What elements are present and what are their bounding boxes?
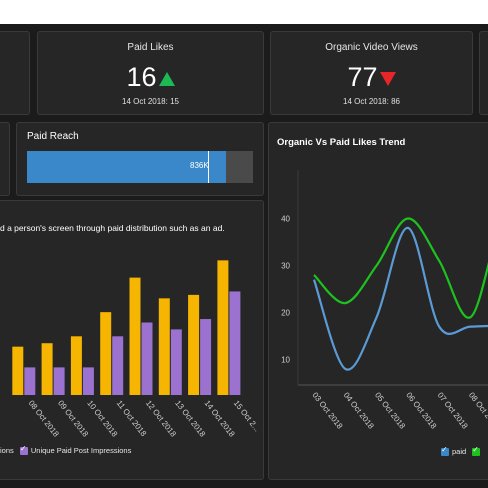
- kpi-subtitle: 14 Oct 2018: 86: [343, 97, 400, 106]
- trend-legend: paid: [441, 445, 483, 457]
- partial-panel-left: [0, 122, 10, 196]
- bar: [229, 291, 241, 395]
- x-tick-label: 12 Oct 2018: [144, 399, 178, 439]
- paid-reach-card: Paid Reach 836K: [16, 122, 264, 196]
- browser-top-strip: [0, 0, 488, 24]
- x-tick-label: 09 Oct 2018: [56, 399, 90, 439]
- x-tick-label: 10 Oct 2018: [85, 399, 119, 439]
- bar: [129, 277, 141, 395]
- bar: [53, 367, 65, 395]
- bar: [170, 329, 182, 395]
- x-tick-label: 03 Oct 2018: [310, 391, 344, 430]
- paid-reach-bar-fill: [27, 151, 226, 183]
- legend-item-paid[interactable]: paid: [452, 447, 467, 456]
- kpi-card-partial: [0, 31, 30, 115]
- paid-reach-marker: [208, 151, 209, 183]
- bar: [217, 260, 229, 395]
- kpi-value: 77: [271, 62, 472, 93]
- paid-series-line: [312, 226, 488, 371]
- impressions-legend: ions Unique Paid Post Impressions: [0, 444, 132, 456]
- bar: [100, 312, 112, 395]
- kpi-value: 16: [38, 62, 263, 93]
- kpi-card-partial-right: [479, 31, 488, 115]
- kpi-title: Organic Video Views: [325, 42, 418, 53]
- checkbox-icon[interactable]: [441, 445, 449, 457]
- trend-up-icon: [158, 71, 175, 86]
- bar: [112, 336, 124, 395]
- legend-item-first[interactable]: ions: [0, 446, 14, 455]
- x-tick-label: 04 Oct 2018: [342, 391, 376, 430]
- kpi-number: 16: [126, 62, 157, 92]
- y-tick-label: 20: [281, 309, 290, 318]
- paid-reach-title: Paid Reach: [27, 131, 79, 142]
- kpi-card-paid-likes: Paid Likes 16 14 Oct 2018: 15: [37, 31, 264, 115]
- bar: [70, 336, 82, 395]
- paid-reach-bar-track: 836K: [27, 151, 253, 183]
- bar: [158, 298, 170, 395]
- bar: [188, 294, 200, 395]
- x-tick-label: 07 Oct 2018: [436, 391, 470, 430]
- x-tick-label: 13 Oct 2018: [173, 399, 207, 439]
- trend-panel: Organic Vs Paid Likes Trend: [268, 122, 488, 480]
- paid-reach-value: 836K: [190, 161, 209, 170]
- y-tick-label: 10: [281, 356, 290, 365]
- kpi-title: Paid Likes: [127, 42, 174, 53]
- x-tick-label: 14 Oct 2018: [203, 399, 237, 439]
- y-tick-label: 40: [281, 215, 290, 224]
- x-tick-label: 15 Oct 2...: [232, 399, 262, 434]
- bar: [12, 346, 24, 395]
- organic-series-line: [313, 217, 488, 319]
- x-tick-label: 05 Oct 2018: [373, 391, 407, 430]
- x-tick-label: 06 Oct 2018: [404, 391, 438, 430]
- trend-title: Organic Vs Paid Likes Trend: [277, 137, 406, 148]
- kpi-card-organic-video-views: Organic Video Views 77 14 Oct 2018: 86: [270, 31, 473, 115]
- checkbox-icon[interactable]: [472, 445, 481, 457]
- x-tick-label: 08 Oct 2018: [467, 391, 488, 430]
- x-tick-label: 08 Oct 2018: [27, 399, 61, 439]
- checkbox-icon[interactable]: [19, 444, 28, 456]
- impressions-description: d a person's screen through paid distrib…: [0, 223, 225, 233]
- y-tick-label: 30: [281, 262, 290, 271]
- bar: [41, 343, 53, 395]
- legend-item-unique-paid[interactable]: Unique Paid Post Impressions: [30, 446, 132, 455]
- bar: [82, 367, 94, 395]
- bar: [141, 322, 153, 395]
- kpi-subtitle: 14 Oct 2018: 15: [122, 97, 179, 106]
- kpi-number: 77: [347, 62, 378, 92]
- bar: [24, 367, 36, 395]
- trend-down-icon: [379, 71, 396, 86]
- bar: [200, 319, 212, 395]
